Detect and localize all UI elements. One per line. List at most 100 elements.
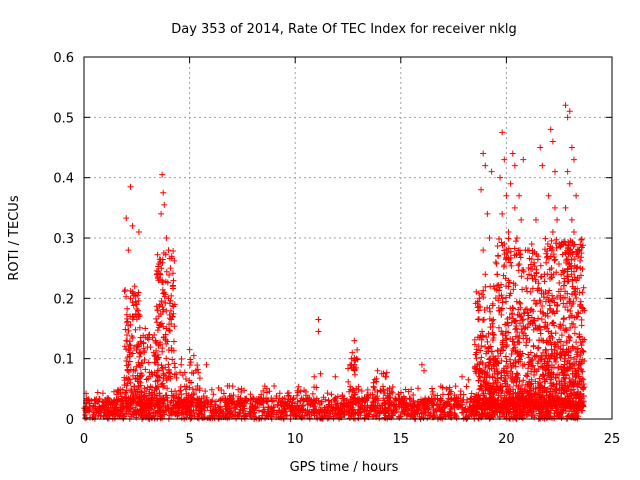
data-point	[475, 316, 482, 323]
data-point	[517, 300, 524, 307]
data-point	[495, 304, 502, 311]
data-point	[566, 260, 573, 267]
data-point	[578, 236, 585, 243]
data-point	[502, 353, 509, 360]
data-point	[543, 389, 550, 396]
data-point	[134, 292, 141, 299]
data-point	[577, 360, 584, 367]
data-point	[556, 351, 563, 358]
data-point	[544, 294, 551, 301]
data-point	[216, 408, 223, 415]
data-point	[182, 375, 189, 382]
data-point	[515, 358, 522, 365]
data-point	[537, 144, 544, 151]
data-point	[439, 407, 446, 414]
data-point	[186, 346, 193, 353]
data-point	[345, 365, 352, 372]
data-point	[482, 271, 489, 278]
data-point	[525, 398, 532, 405]
data-point	[170, 248, 177, 255]
data-point	[170, 392, 177, 399]
plot-frame	[83, 56, 613, 420]
data-point	[377, 387, 384, 394]
data-point	[335, 405, 342, 412]
data-point	[159, 345, 166, 352]
data-point	[289, 404, 296, 411]
data-point	[509, 150, 516, 157]
data-point	[503, 367, 510, 374]
data-point	[129, 299, 136, 306]
data-point	[364, 404, 371, 411]
data-point	[151, 359, 158, 366]
data-point	[573, 339, 580, 346]
data-point	[254, 398, 261, 405]
data-point	[228, 407, 235, 414]
data-point	[578, 236, 585, 243]
data-point	[402, 386, 409, 393]
data-point	[567, 354, 574, 361]
data-point	[149, 384, 156, 391]
data-point	[503, 363, 510, 370]
data-point	[473, 355, 480, 362]
y-tick-label: 0.2	[53, 292, 74, 307]
data-point	[389, 389, 396, 396]
data-point	[351, 371, 358, 378]
data-point	[556, 279, 563, 286]
data-point	[125, 376, 132, 383]
data-point	[159, 171, 166, 178]
data-point	[569, 381, 576, 388]
data-point	[542, 366, 549, 373]
data-point	[145, 407, 152, 414]
data-point	[539, 302, 546, 309]
data-point	[523, 335, 530, 342]
data-point	[497, 174, 504, 181]
data-point	[194, 366, 201, 373]
data-point	[309, 390, 316, 397]
data-point	[486, 305, 493, 312]
data-point	[460, 391, 467, 398]
data-point	[170, 310, 177, 317]
data-point	[478, 354, 485, 361]
data-point	[168, 321, 175, 328]
data-point	[167, 406, 174, 413]
data-point	[564, 290, 571, 297]
data-point	[527, 319, 534, 326]
data-point	[507, 305, 514, 312]
data-point	[498, 239, 505, 246]
data-point	[439, 391, 446, 398]
data-point	[180, 410, 187, 417]
data-point	[569, 283, 576, 290]
data-point	[498, 311, 505, 318]
data-point	[494, 397, 501, 404]
data-point	[505, 329, 512, 336]
data-point	[491, 363, 498, 370]
data-point	[503, 388, 510, 395]
data-point	[311, 410, 318, 417]
data-point	[493, 260, 500, 267]
data-point	[384, 387, 391, 394]
data-point	[97, 412, 104, 419]
data-point	[262, 415, 269, 422]
data-point	[392, 406, 399, 413]
data-point	[196, 375, 203, 382]
data-point	[527, 288, 534, 295]
data-point	[160, 290, 167, 297]
data-point	[135, 297, 142, 304]
data-point	[516, 413, 523, 420]
data-point	[312, 399, 319, 406]
data-point	[171, 257, 178, 264]
data-point	[439, 397, 446, 404]
data-point	[480, 396, 487, 403]
data-point	[552, 256, 559, 263]
data-point	[153, 347, 160, 354]
data-point	[569, 398, 576, 405]
data-point	[540, 397, 547, 404]
data-point	[281, 402, 288, 409]
data-point	[478, 401, 485, 408]
data-point	[545, 409, 552, 416]
data-point	[538, 316, 545, 323]
data-point	[536, 323, 543, 330]
data-point	[294, 389, 301, 396]
data-point	[345, 378, 352, 385]
data-point	[557, 242, 564, 249]
